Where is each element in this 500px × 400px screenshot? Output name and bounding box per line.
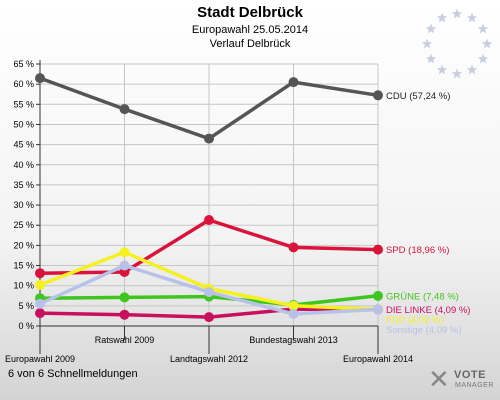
y-tick-label: 10 % xyxy=(13,281,34,291)
series-point xyxy=(288,77,299,88)
series-point xyxy=(35,298,45,309)
y-tick-label: 60 % xyxy=(13,79,34,89)
eu-stars-icon xyxy=(421,8,493,79)
logo-text-1: VOTE xyxy=(454,369,486,381)
vote-manager-logo: ✕ VOTE MANAGER xyxy=(428,366,498,396)
series-point xyxy=(119,309,130,320)
eu-star-icon xyxy=(421,38,433,49)
x-tick-label: Europawahl 2009 xyxy=(5,354,75,364)
series-point xyxy=(204,287,214,298)
series-point xyxy=(35,268,45,279)
eu-star-icon xyxy=(436,12,448,23)
series-point xyxy=(35,279,45,290)
y-tick-label: 45 % xyxy=(13,140,34,150)
y-tick-label: 0 % xyxy=(18,321,34,331)
y-tick-label: 65 % xyxy=(13,59,34,69)
eu-star-icon xyxy=(425,53,437,64)
logo-x-icon: ✕ xyxy=(428,365,450,395)
series-point xyxy=(288,300,299,311)
series-point xyxy=(373,90,383,101)
series-point xyxy=(35,73,45,84)
eu-star-icon xyxy=(436,64,448,75)
chart-title: Stadt Delbrück xyxy=(197,4,304,21)
series-point xyxy=(119,104,130,115)
series-point xyxy=(204,214,214,225)
series-end-label: CDU (57,24 %) xyxy=(386,91,450,102)
eu-star-icon xyxy=(481,38,493,49)
y-tick-label: 50 % xyxy=(13,119,34,129)
x-tick-label: Landtagswahl 2012 xyxy=(170,354,248,364)
y-tick-label: 30 % xyxy=(13,200,34,210)
series-point xyxy=(373,290,383,301)
y-tick-label: 25 % xyxy=(13,220,34,230)
logo-text-2: MANAGER xyxy=(455,382,494,389)
y-tick-label: 5 % xyxy=(18,301,34,311)
chart-subtitle-2: Verlauf Delbrück xyxy=(210,38,291,50)
series-point xyxy=(373,304,383,315)
series-end-label: FDP (4,09 %) xyxy=(386,315,443,326)
eu-star-icon xyxy=(466,64,478,75)
series-point xyxy=(204,133,214,144)
x-tick-label: Europawahl 2014 xyxy=(343,354,413,364)
series-point xyxy=(119,247,130,258)
series-end-label: GRÜNE (7,48 %) xyxy=(386,291,459,302)
eu-star-icon xyxy=(466,12,478,23)
x-axis-ticks: Europawahl 2009 Ratswahl 2009 Landtagswahl… xyxy=(5,326,413,364)
y-tick-label: 40 % xyxy=(13,160,34,170)
series-point xyxy=(119,292,130,303)
x-tick-label: Ratswahl 2009 xyxy=(95,335,155,345)
series-point xyxy=(35,308,45,319)
y-tick-label: 55 % xyxy=(13,99,34,109)
series-end-label: SPD (18,96 %) xyxy=(386,245,449,256)
series-labels: CDU (57,24 %) SPD (18,96 %) GRÜNE (7,48 %)… xyxy=(386,91,470,336)
eu-star-icon xyxy=(477,23,489,34)
eu-star-icon xyxy=(477,53,489,64)
series-end-label: DIE LINKE (4,09 %) xyxy=(386,305,470,316)
series-point xyxy=(119,260,130,271)
series-point xyxy=(204,312,214,323)
eu-star-icon xyxy=(451,8,463,19)
series-group xyxy=(35,73,383,323)
eu-star-icon xyxy=(425,23,437,34)
series-point xyxy=(373,244,383,255)
chart-subtitle: Europawahl 25.05.2014 xyxy=(192,24,308,36)
series-point xyxy=(288,242,299,253)
y-tick-label: 15 % xyxy=(13,261,34,271)
series-point xyxy=(288,308,299,319)
y-tick-label: 20 % xyxy=(13,240,34,250)
y-axis-ticks: 0 % 5 % 10 % 15 % 20 % 25 % 30 % 35 % 40 % 45 % 50… xyxy=(13,59,40,331)
y-tick-label: 35 % xyxy=(13,180,34,190)
eu-star-icon xyxy=(451,68,463,79)
series-end-label: Sonstige (4,09 %) xyxy=(386,325,462,336)
x-tick-label: Bundestagswahl 2013 xyxy=(249,335,338,345)
footer-status: 6 von 6 Schnellmeldungen xyxy=(8,368,138,380)
